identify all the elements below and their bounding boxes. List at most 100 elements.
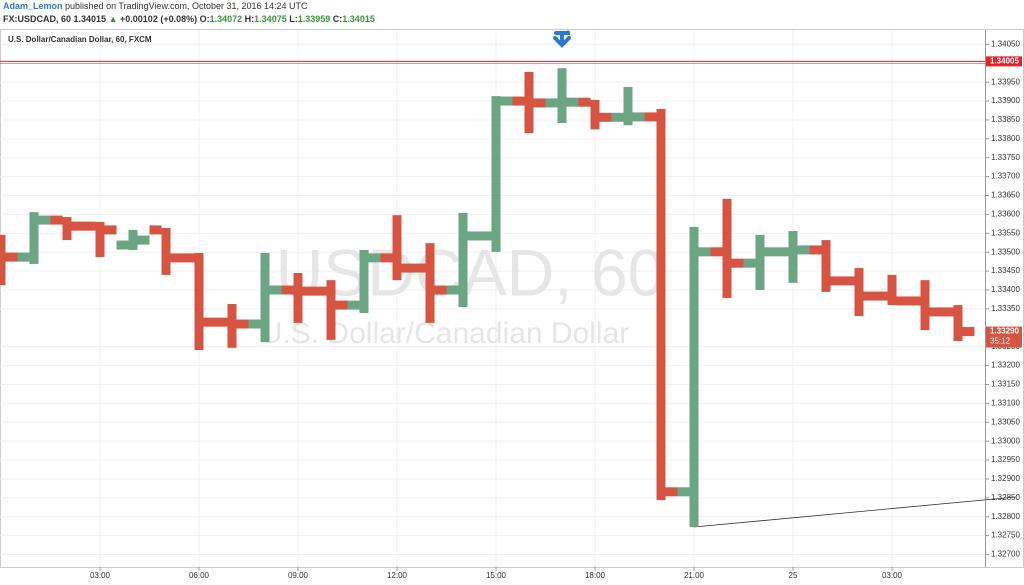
bar-close: [731, 258, 744, 268]
bar-open: [83, 221, 96, 231]
o-value: 1.34072: [210, 14, 243, 24]
author[interactable]: Adam_Lemon: [3, 1, 63, 11]
y-tick-label: 1.32800: [991, 512, 1020, 521]
bar-open: [479, 231, 492, 241]
bar-open: [809, 245, 822, 255]
watermark: USDCAD, 60: [276, 235, 665, 309]
hline-label: 1.34005: [990, 56, 1019, 65]
y-tick-label: 1.33550: [991, 228, 1020, 237]
bar-close: [401, 263, 414, 273]
bar-open: [941, 307, 954, 317]
bar-close: [665, 487, 678, 497]
y-tick-label: 1.33850: [991, 115, 1020, 124]
hline-label-bg: [986, 56, 1022, 67]
bar-range: [722, 198, 732, 298]
bar-range: [326, 280, 336, 340]
o-label: O:: [200, 14, 210, 24]
bar-open: [149, 225, 162, 235]
bar-open: [644, 112, 657, 122]
y-tick-label: 1.33050: [991, 417, 1020, 426]
x-tick-label: 03:00: [90, 571, 111, 580]
change: +0.00102 (+0.08%): [120, 14, 197, 24]
bar-close: [863, 291, 876, 301]
bar-range: [887, 274, 897, 306]
bar-open: [182, 253, 195, 263]
bar-open: [116, 240, 129, 250]
y-tick-label: 1.33450: [991, 266, 1020, 275]
bar-range: [689, 226, 699, 527]
bar-open: [908, 296, 921, 306]
bar-close: [896, 296, 909, 306]
bar-close: [698, 247, 711, 257]
price: 1.34015: [74, 14, 107, 24]
bar-close: [929, 307, 942, 317]
bar-range: [161, 228, 171, 275]
bar-close: [104, 225, 117, 235]
bar-close: [566, 97, 579, 107]
y-tick-label: 1.33350: [991, 304, 1020, 313]
bar-close: [533, 98, 546, 108]
bar-open: [512, 96, 525, 106]
y-tick-label: 1.33600: [991, 210, 1020, 219]
h-value: 1.34075: [254, 14, 287, 24]
y-tick-label: 1.32700: [991, 550, 1020, 559]
bar-close: [797, 245, 810, 255]
trend-line[interactable]: [693, 496, 1017, 528]
x-tick-label: 21:00: [684, 571, 705, 580]
bar-close: [500, 96, 513, 106]
y-tick-label: 1.33950: [991, 77, 1020, 86]
last-price-label: 1.33290: [990, 327, 1019, 336]
published: published on TradingView.com, October 31…: [65, 1, 308, 11]
bar-range: [623, 87, 633, 126]
bar-range: [557, 68, 567, 123]
y-tick-label: 1.33800: [991, 134, 1020, 143]
bar-close: [962, 327, 975, 337]
bar-open: [710, 247, 723, 257]
bar-close: [5, 252, 18, 262]
bar-close: [170, 253, 183, 263]
bar-open: [17, 252, 30, 262]
bar-close: [71, 221, 84, 231]
bar-close: [830, 276, 843, 286]
bar-close: [38, 215, 51, 225]
bar-close: [269, 285, 282, 295]
c-label: C:: [333, 14, 343, 24]
bar-range: [590, 99, 600, 130]
bar-range: [755, 234, 765, 290]
y-tick-label: 1.32750: [991, 531, 1020, 540]
bar-close: [302, 286, 315, 296]
countdown: 35:12: [990, 337, 1011, 346]
symbol: FX:USDCAD, 60: [3, 14, 71, 24]
bar-range: [359, 249, 369, 314]
bar-open: [677, 487, 690, 497]
bar-open: [545, 98, 558, 108]
y-tick-label: 1.33000: [991, 436, 1020, 445]
bar-open: [50, 215, 63, 225]
y-tick-label: 1.33150: [991, 380, 1020, 389]
c-value: 1.34015: [342, 14, 375, 24]
bar-range: [0, 234, 6, 286]
bar-range: [425, 243, 435, 323]
bar-open: [380, 253, 393, 263]
bar-range: [62, 217, 72, 241]
bar-open: [743, 258, 756, 268]
x-tick-label: 18:00: [585, 571, 606, 580]
bar-range: [260, 252, 270, 343]
bar-close: [467, 231, 480, 241]
y-tick-label: 1.33400: [991, 285, 1020, 294]
x-tick-label: 12:00: [387, 571, 408, 580]
bar-open: [611, 112, 624, 122]
x-tick-label: 06:00: [189, 571, 210, 580]
bar-close: [434, 285, 447, 295]
y-tick-label: 1.32950: [991, 455, 1020, 464]
marker-arrow: [553, 30, 571, 48]
y-tick-label: 1.32900: [991, 474, 1020, 483]
l-value: 1.33959: [298, 14, 331, 24]
bar-close: [764, 247, 777, 257]
bar-open: [875, 291, 888, 301]
bar-range: [656, 108, 666, 501]
last-price-bg: [986, 326, 1022, 348]
bar-close: [335, 300, 348, 310]
bar-range: [194, 252, 204, 351]
